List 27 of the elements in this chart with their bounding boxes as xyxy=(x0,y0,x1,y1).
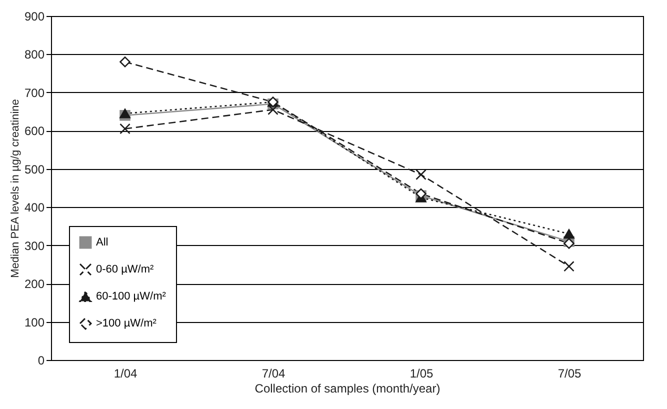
point xyxy=(564,260,574,272)
point xyxy=(120,123,130,134)
y-tick-label: 800 xyxy=(24,48,45,62)
y-tick-label: 300 xyxy=(24,238,45,253)
x-tick-label: 1/04 xyxy=(114,366,138,380)
point xyxy=(120,108,130,118)
point xyxy=(268,104,278,116)
point xyxy=(564,229,574,239)
y-tick-label: 700 xyxy=(24,86,45,100)
point xyxy=(416,169,426,180)
x-tick-label: 1/05 xyxy=(410,366,434,380)
x-tick-label: 7/04 xyxy=(262,366,286,380)
legend-label: All xyxy=(96,236,108,248)
legend-label: >100 µW/m² xyxy=(96,318,157,330)
y-tick-label: 100 xyxy=(24,315,45,330)
y-tick-label: 500 xyxy=(24,162,45,176)
legend-label: 0-60 µW/m² xyxy=(96,264,154,276)
y-tick-label: 900 xyxy=(24,10,45,24)
y-axis-title: Median PEA levels in µg/g creatinine xyxy=(9,99,22,278)
x-tick-label: 7/05 xyxy=(558,366,582,380)
x-axis-title: Collection of samples (month/year) xyxy=(254,382,440,396)
point xyxy=(120,56,130,68)
legend-label: 60-100 µW/m² xyxy=(96,290,166,302)
y-tick-label: 600 xyxy=(24,124,45,138)
y-tick-label: 400 xyxy=(24,200,45,215)
y-tick-label: 0 xyxy=(38,354,45,368)
y-tick-label: 200 xyxy=(24,277,45,292)
